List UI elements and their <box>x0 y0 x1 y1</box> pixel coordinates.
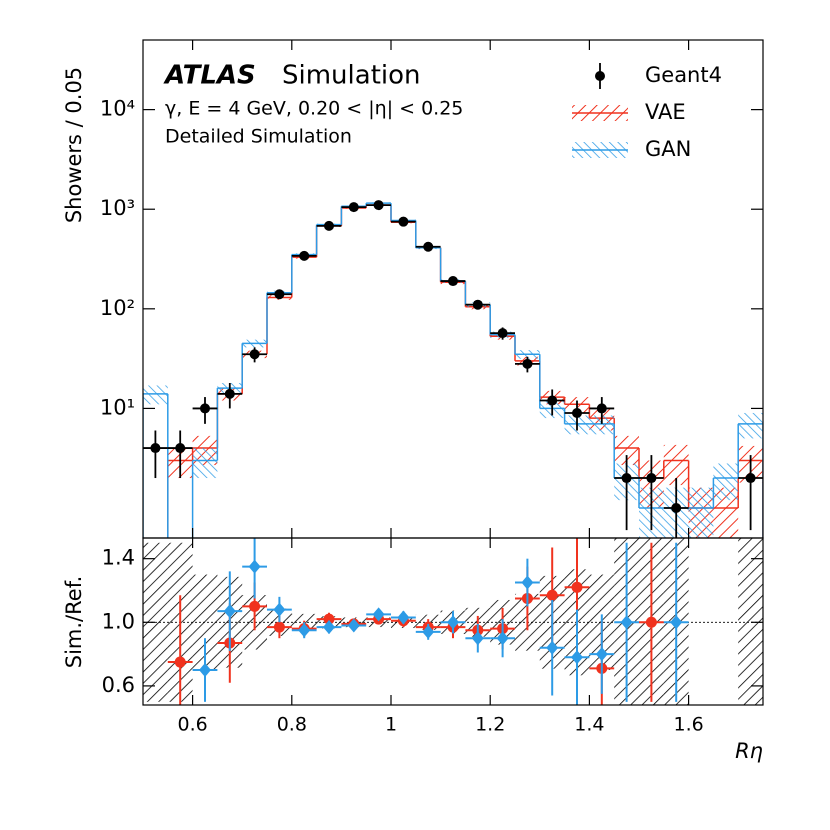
data-point <box>299 250 310 261</box>
data-point <box>671 503 682 514</box>
ratio-point <box>496 631 509 646</box>
ratio-axis-label: Sim./Ref. <box>62 576 86 668</box>
data-point <box>497 328 508 339</box>
data-point <box>274 289 285 300</box>
y-axis-label: Showers / 0.05 <box>62 67 86 223</box>
x-tick-label: 1.4 <box>574 714 604 736</box>
uncertainty-band <box>688 487 714 538</box>
main-panel <box>143 200 763 538</box>
ratio-point <box>422 624 435 639</box>
x-tick-label: 0.6 <box>177 714 207 736</box>
reference-band <box>738 538 763 705</box>
data-point <box>472 299 483 310</box>
ratio-point <box>571 581 583 593</box>
y-tick-label: 10³ <box>100 196 135 220</box>
ratio-point <box>546 640 559 655</box>
data-point <box>646 473 657 484</box>
legend-label: GAN <box>645 137 691 161</box>
data-point <box>745 473 756 484</box>
ratio-panel <box>143 538 763 705</box>
x-tick-label: 1.2 <box>475 714 505 736</box>
data-point <box>621 473 632 484</box>
x-tick-label: 1 <box>385 714 397 736</box>
data-point <box>373 200 384 211</box>
note: Detailed Simulation <box>165 126 352 148</box>
legend-label: Geant4 <box>645 63 722 87</box>
data-point <box>175 443 186 454</box>
data-point <box>200 403 210 414</box>
ratio-point <box>249 600 261 612</box>
y-tick-label: 10¹ <box>100 395 135 419</box>
uncertainty-band <box>143 385 168 405</box>
x-tick-label: 0.8 <box>277 714 307 736</box>
subtitle: γ, E = 4 GeV, 0.20 < |η| < 0.25 <box>165 98 463 120</box>
ratio-tick-label: 1.0 <box>102 609 135 633</box>
chart-title: Simulation <box>282 61 421 91</box>
ratio-point <box>546 589 558 601</box>
uncertainty-band <box>192 448 218 479</box>
ratio-point <box>620 615 633 630</box>
ratio-point <box>670 615 683 630</box>
x-axis-label: Rη <box>735 739 763 763</box>
data-point <box>596 403 607 414</box>
data-point <box>324 220 334 231</box>
data-point <box>249 349 260 360</box>
uncertainty-band <box>713 463 739 501</box>
data-point <box>348 202 359 213</box>
ratio-point <box>645 616 657 628</box>
legend-marker <box>595 71 605 81</box>
ratio-point <box>471 631 484 646</box>
data-point <box>423 241 434 252</box>
x-tick-label: 1.6 <box>673 714 703 736</box>
uncertainty-band <box>738 412 763 439</box>
ratio-point <box>521 575 534 590</box>
ratio-point <box>447 615 459 630</box>
data-point <box>572 407 582 418</box>
ratio-tick-label: 1.4 <box>102 546 135 570</box>
data-point <box>398 216 409 227</box>
data-point <box>448 276 458 287</box>
ratio-point <box>248 559 261 574</box>
ratio-point <box>273 621 285 633</box>
data-point <box>522 358 533 369</box>
ratio-point <box>595 647 608 662</box>
ratio-point <box>298 623 311 638</box>
y-tick-label: 10⁴ <box>100 97 135 121</box>
ratio-point <box>323 613 335 625</box>
ratio-tick-label: 0.6 <box>102 673 135 697</box>
y-tick-label: 10² <box>100 296 135 320</box>
uncertainty-band <box>589 415 615 435</box>
legend-label: VAE <box>645 100 686 124</box>
ratio-point <box>347 618 360 633</box>
ratio-point <box>372 607 385 622</box>
axes: 0.6 0.8 1 1.2 1.4 1.6 10¹ 10² 10³ 10⁴ 0.6 1.0 1.4 <box>100 40 763 736</box>
data-point <box>224 388 235 399</box>
ratio-point <box>223 604 236 619</box>
data-point <box>547 395 558 406</box>
ratio-point <box>199 663 211 678</box>
ratio-point <box>323 620 335 635</box>
ratio-frame <box>142 537 764 706</box>
ratio-point <box>571 650 583 665</box>
ratio-point <box>397 610 410 625</box>
ratio-point <box>174 656 186 668</box>
ratio-point <box>273 602 286 617</box>
atlas-label: ATLAS <box>163 61 256 91</box>
data-point <box>150 443 161 454</box>
